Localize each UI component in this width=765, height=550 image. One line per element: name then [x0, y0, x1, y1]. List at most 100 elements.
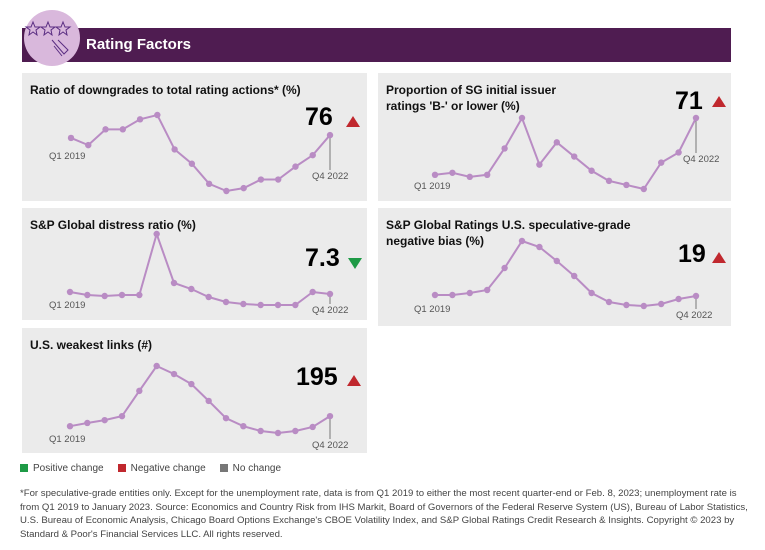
data-point: [66, 422, 74, 430]
start-label: Q1 2019: [414, 181, 451, 192]
positive-change-icon: [348, 258, 362, 269]
data-point: [449, 291, 456, 299]
data-point: [275, 176, 282, 183]
data-point: [623, 181, 630, 189]
legend-label: Positive change: [33, 463, 104, 474]
data-point: [292, 163, 299, 170]
end-label: Q4 2022: [312, 440, 349, 451]
latest-value: 71: [675, 87, 703, 115]
data-point: [84, 419, 91, 427]
data-point: [640, 302, 647, 310]
data-point: [518, 237, 526, 245]
data-point: [222, 414, 230, 422]
data-point: [309, 151, 316, 159]
data-point: [101, 292, 108, 300]
data-point: [205, 180, 213, 188]
chart-title: S&P Global distress ratio (%): [30, 218, 196, 232]
data-point: [257, 427, 264, 435]
data-point: [692, 114, 700, 122]
data-point: [466, 173, 473, 181]
data-point: [136, 116, 144, 123]
data-point: [658, 159, 665, 166]
data-point: [136, 291, 143, 299]
data-point: [240, 300, 247, 308]
negative-change-icon: [712, 252, 726, 263]
data-point: [101, 416, 108, 424]
series-line: [434, 115, 697, 191]
data-point: [153, 362, 160, 370]
data-point: [188, 285, 195, 293]
data-point: [223, 187, 230, 195]
data-point: [85, 141, 92, 149]
data-point: [536, 243, 543, 251]
data-point: [431, 171, 439, 178]
data-point: [292, 427, 299, 435]
data-point: [553, 139, 560, 146]
data-point: [484, 286, 491, 294]
start-label: Q1 2019: [49, 434, 86, 445]
data-point: [640, 185, 647, 193]
data-point: [518, 114, 526, 122]
data-point: [466, 289, 473, 297]
data-point: [484, 171, 491, 178]
negative-change-icon: [712, 96, 726, 107]
data-point: [588, 289, 595, 297]
data-point: [136, 387, 143, 395]
data-point: [153, 230, 160, 238]
rating-stars-icon: [24, 10, 80, 66]
data-point: [623, 301, 630, 309]
data-point: [170, 279, 178, 287]
series-line: [435, 239, 697, 308]
data-point: [571, 153, 578, 160]
line-chart: [431, 237, 700, 310]
latest-value: 76: [305, 103, 333, 131]
data-point: [102, 126, 109, 133]
data-point: [170, 370, 178, 378]
data-point: [240, 422, 247, 430]
data-point: [240, 184, 247, 192]
start-label: Q1 2019: [49, 151, 86, 162]
data-point: [84, 291, 91, 299]
start-label: Q1 2019: [414, 304, 451, 315]
data-point: [292, 301, 299, 309]
data-point: [553, 257, 560, 265]
chart-panel-negative-bias: S&P Global Ratings U.S. speculative-grad…: [378, 208, 731, 326]
data-point: [67, 134, 75, 142]
page-title: Rating Factors: [86, 36, 192, 53]
line-chart: [66, 230, 334, 309]
header-bar: [22, 28, 731, 62]
data-point: [119, 126, 127, 133]
data-point: [675, 295, 682, 303]
end-label: Q4 2022: [312, 171, 349, 182]
data-point: [205, 293, 212, 301]
data-point: [309, 423, 316, 431]
data-point: [658, 300, 665, 308]
latest-value: 195: [296, 363, 338, 391]
data-point: [188, 160, 196, 167]
end-label: Q4 2022: [683, 154, 720, 165]
series-line: [69, 364, 331, 435]
data-point: [692, 292, 700, 300]
data-point: [154, 111, 161, 119]
legend-positive: Positive change: [20, 463, 104, 474]
chart-panel-weakest-links: U.S. weakest links (#) 195 Q1 2019 Q4 20…: [22, 328, 367, 453]
legend: Positive change Negative change No chang…: [20, 463, 281, 474]
data-point: [118, 412, 126, 420]
legend-label: No change: [232, 463, 282, 474]
chart-title: S&P Global Ratings U.S. speculative-grad…: [386, 218, 631, 248]
data-point: [501, 145, 508, 152]
latest-value: 7.3: [305, 244, 340, 272]
chart-title: Proportion of SG initial issuer ratings …: [386, 83, 557, 113]
data-point: [171, 146, 178, 153]
chart-title: U.S. weakest links (#): [30, 338, 153, 352]
data-point: [66, 288, 74, 296]
legend-label: Negative change: [130, 463, 206, 474]
footnote: *For speculative-grade entities only. Ex…: [20, 488, 748, 540]
data-point: [571, 272, 578, 280]
chart-panel-downgrades: Ratio of downgrades to total rating acti…: [22, 73, 367, 201]
data-point: [222, 298, 230, 306]
data-point: [188, 380, 195, 388]
chart-title: Ratio of downgrades to total rating acti…: [30, 83, 301, 97]
negative-change-icon: [347, 375, 361, 386]
chart-panel-distress: S&P Global distress ratio (%) 7.3 Q1 201…: [22, 208, 367, 320]
